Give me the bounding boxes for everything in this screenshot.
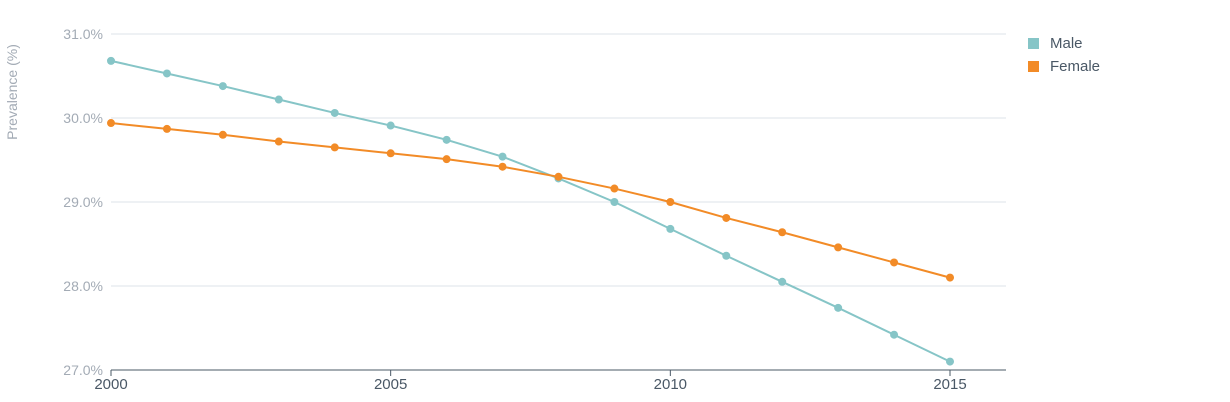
y-axis-ticks: 27.0% 28.0% 29.0% 30.0% 31.0% xyxy=(63,26,103,378)
data-point-male[interactable] xyxy=(722,251,731,260)
data-point-female[interactable] xyxy=(778,228,787,237)
data-point-female[interactable] xyxy=(498,162,507,171)
legend-swatch xyxy=(1028,61,1039,72)
legend: Male Female xyxy=(1028,32,1100,78)
data-point-female[interactable] xyxy=(890,258,899,267)
data-point-male[interactable] xyxy=(666,224,675,233)
data-point-female[interactable] xyxy=(274,137,283,146)
y-axis-title: Prevalence (%) xyxy=(4,44,20,140)
data-point-female[interactable] xyxy=(946,273,954,282)
data-point-male[interactable] xyxy=(162,69,171,78)
data-point-female[interactable] xyxy=(162,124,171,133)
data-point-male[interactable] xyxy=(107,56,115,65)
legend-label: Male xyxy=(1050,35,1083,52)
data-point-male[interactable] xyxy=(946,357,954,366)
series-layer xyxy=(107,56,954,366)
x-tick-label: 2005 xyxy=(374,376,407,393)
series-line-female xyxy=(110,122,951,279)
legend-item-male[interactable]: Male xyxy=(1028,32,1100,55)
legend-item-female[interactable]: Female xyxy=(1028,55,1100,78)
gridlines xyxy=(111,33,1006,287)
x-tick-label: 2000 xyxy=(94,376,127,393)
data-point-male[interactable] xyxy=(610,198,619,206)
data-point-male[interactable] xyxy=(778,277,787,286)
data-point-male[interactable] xyxy=(442,135,451,144)
data-point-male[interactable] xyxy=(890,330,899,339)
data-point-female[interactable] xyxy=(107,119,115,128)
data-point-male[interactable] xyxy=(330,108,339,117)
x-axis: 2000 2005 2010 2015 xyxy=(94,369,1006,393)
data-point-male[interactable] xyxy=(218,82,227,91)
data-point-female[interactable] xyxy=(610,184,619,193)
series-line-male xyxy=(110,59,951,363)
legend-label: Female xyxy=(1050,58,1101,75)
data-point-female[interactable] xyxy=(666,198,675,206)
data-point-male[interactable] xyxy=(834,303,843,312)
data-point-female[interactable] xyxy=(330,143,339,152)
y-tick-label: 30.0% xyxy=(63,110,103,126)
y-tick-label: 31.0% xyxy=(63,26,103,42)
data-point-male[interactable] xyxy=(274,95,283,104)
y-tick-label: 27.0% xyxy=(63,362,103,378)
y-tick-label: 29.0% xyxy=(63,194,103,210)
data-point-male[interactable] xyxy=(498,152,507,161)
x-tick-label: 2015 xyxy=(933,376,966,393)
data-point-female[interactable] xyxy=(386,149,395,158)
data-point-female[interactable] xyxy=(218,130,227,139)
data-point-female[interactable] xyxy=(554,172,563,181)
data-point-male[interactable] xyxy=(386,121,395,130)
legend-swatch xyxy=(1028,38,1039,49)
y-tick-label: 28.0% xyxy=(63,278,103,294)
data-point-female[interactable] xyxy=(722,213,731,222)
x-tick-label: 2010 xyxy=(654,376,687,393)
data-point-female[interactable] xyxy=(442,155,451,164)
data-point-female[interactable] xyxy=(834,243,843,252)
